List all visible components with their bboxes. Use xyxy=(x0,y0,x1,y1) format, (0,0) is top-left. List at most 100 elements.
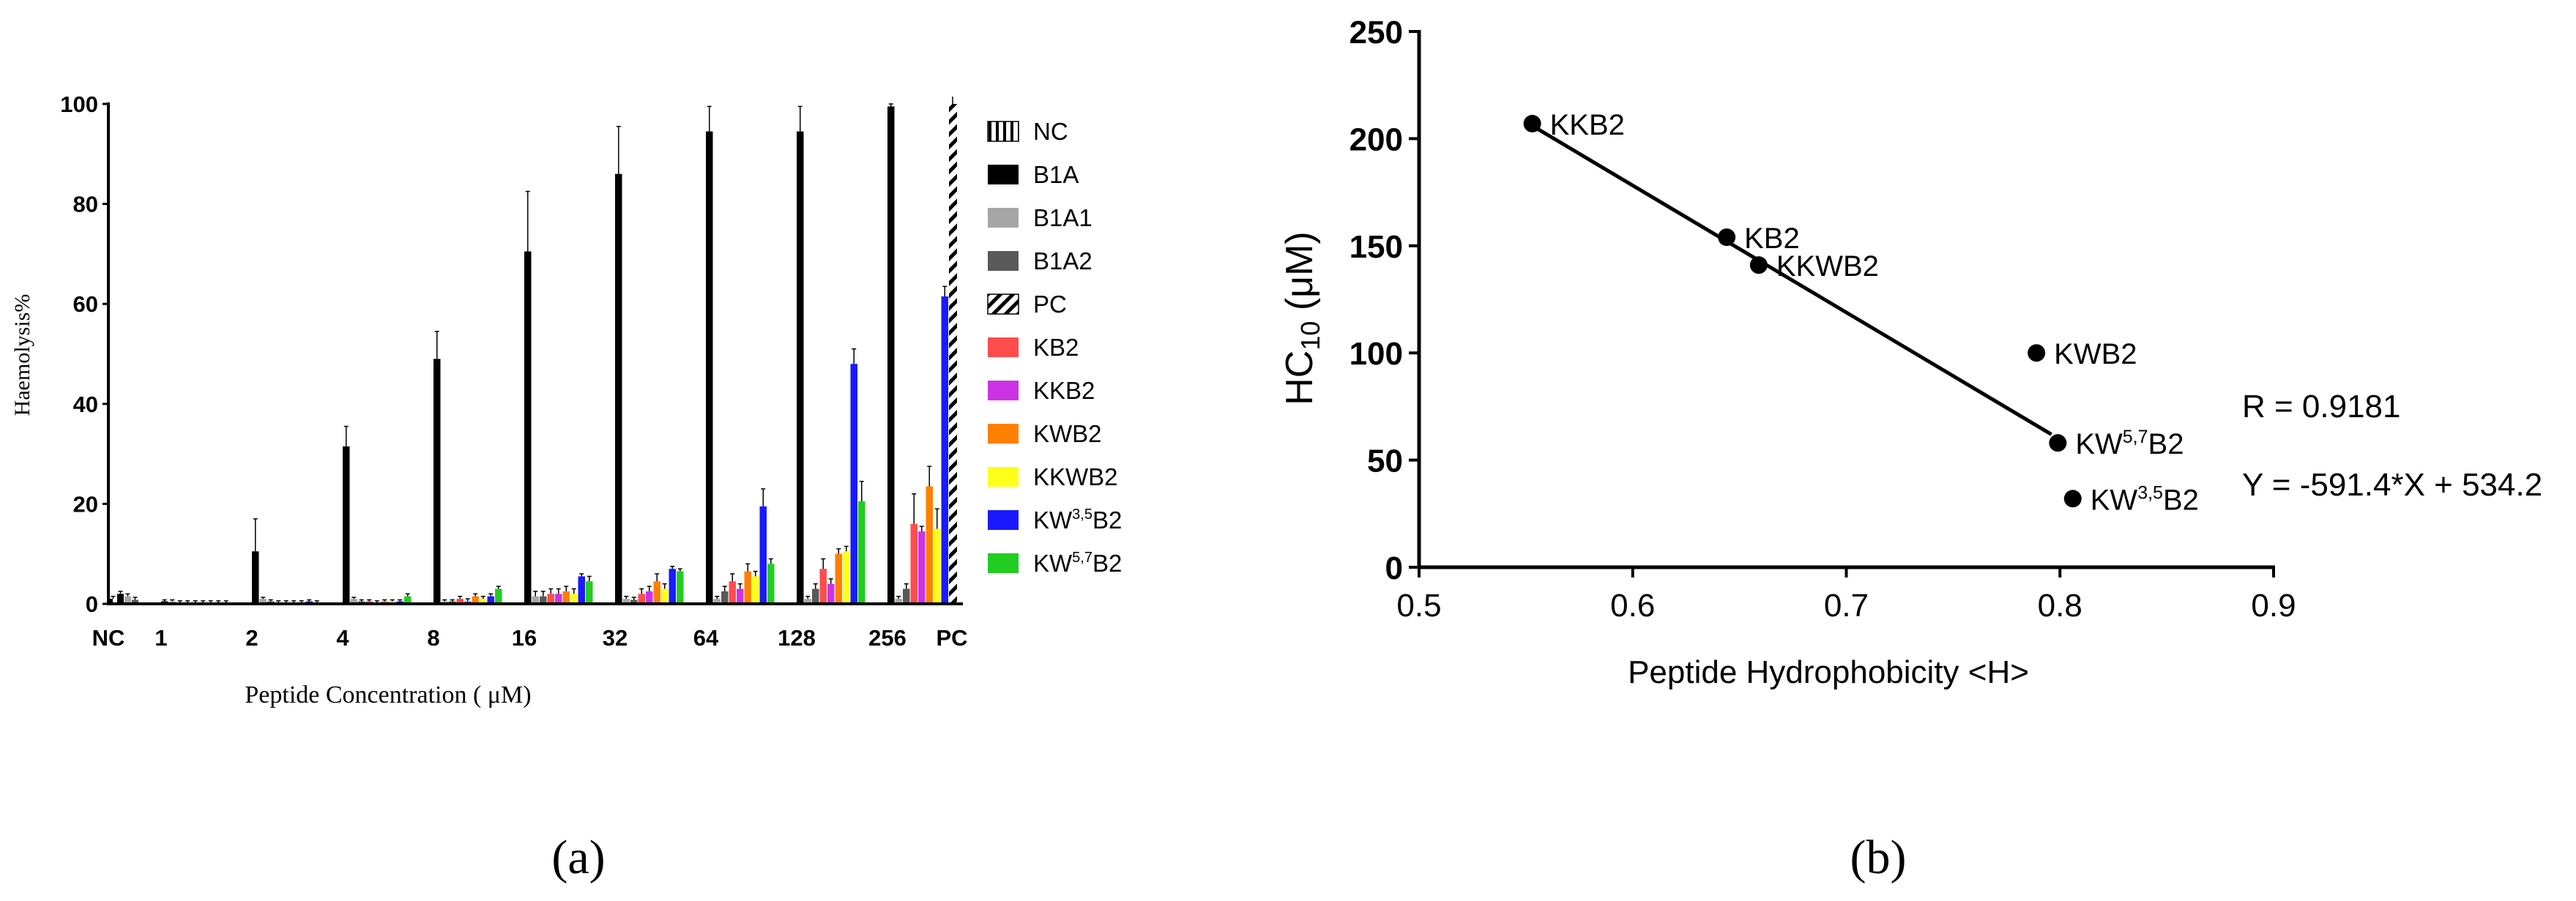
bar-kb2-16 xyxy=(547,594,554,604)
bar-kkb2-16 xyxy=(555,594,562,604)
bar-b1a2-16 xyxy=(540,596,547,604)
legend-label-kw57b2: KW5,7B2 xyxy=(1033,550,1122,577)
bar-b1a1-16 xyxy=(532,596,539,604)
bar-b1a-4 xyxy=(343,446,350,604)
legend-label-kb2: KB2 xyxy=(1033,334,1079,361)
panel-a-y-axis-label: Haemolysis% xyxy=(10,294,34,416)
panel-b-regression xyxy=(1531,124,2052,436)
regression-equation: Y = -591.4*X + 534.2 xyxy=(2242,467,2542,503)
bar-b1a1-128 xyxy=(804,599,811,604)
bar-kb2-128 xyxy=(819,569,827,604)
bar-kkwb2-128 xyxy=(843,551,850,604)
x-tick-label-2: 2 xyxy=(245,625,258,651)
b-y-tick-label-250: 250 xyxy=(1350,15,1403,51)
x-tick-label-4: 4 xyxy=(336,625,349,651)
panel-a-label: (a) xyxy=(551,831,605,884)
panel-b-label: (b) xyxy=(1850,831,1907,884)
bar-kw35-128 xyxy=(850,364,857,604)
legend-label-kwb2: KWB2 xyxy=(1033,420,1102,447)
bar-kw57-4 xyxy=(404,596,412,604)
bar-kwb2-128 xyxy=(835,553,842,604)
b-y-tick-label-150: 150 xyxy=(1350,229,1403,265)
panel-b-x-axis-label: Peptide Hydrophobicity <H> xyxy=(1628,654,2029,690)
legend-swatch-kb2 xyxy=(988,337,1019,357)
bar-b1a2-32 xyxy=(630,599,638,604)
bar-b1a-2 xyxy=(252,551,259,604)
y-tick-label-0: 0 xyxy=(86,591,98,617)
b-x-tick-label-0.9: 0.9 xyxy=(2251,588,2296,624)
bar-kkwb2-8 xyxy=(480,599,487,604)
panel-a-x-ticks: NC 1 2 4 8 16 32 64 128 256 PC xyxy=(92,625,968,651)
bar-nc-0 xyxy=(110,599,116,604)
legend-label-kkb2: KKB2 xyxy=(1033,377,1095,404)
bar-b1a-128 xyxy=(797,131,804,604)
bar-b1a1-4 xyxy=(350,599,357,604)
bar-kw35-64 xyxy=(759,506,767,604)
bar-kkwb2-256 xyxy=(934,528,941,604)
bar-kw57-16 xyxy=(586,581,593,604)
x-tick-label-pc: PC xyxy=(936,625,967,651)
legend-swatch-b1a xyxy=(988,165,1019,184)
point-label-kb2: KB2 xyxy=(1744,223,1800,255)
point-kw35b2 xyxy=(2063,490,2082,508)
x-tick-label-16: 16 xyxy=(512,625,537,651)
bar-kw57-8 xyxy=(495,588,502,604)
point-kkb2 xyxy=(1523,114,1541,132)
y-tick-label-80: 80 xyxy=(73,192,98,217)
bar-b1a2-256 xyxy=(903,588,910,604)
bar-kkb2-128 xyxy=(827,583,835,604)
panel-a-bar-chart: 0 20 40 60 80 100 NC 1 2 4 8 16 32 64 128 256 PC Haemol… xyxy=(10,91,1122,884)
bar-kkwb2-16 xyxy=(570,594,578,604)
point-label-kkb2: KKB2 xyxy=(1550,109,1625,141)
bar-b1a-16 xyxy=(524,251,532,604)
panel-a-legend: NC B1A B1A1 B1A2 PC KB2 KKB2 KWB2 KKWB2 KW3,5B2 KW… xyxy=(987,118,1122,577)
legend-swatch-kw35b2 xyxy=(988,510,1019,530)
bar-kkb2-32 xyxy=(646,591,653,604)
legend-label-pc: PC xyxy=(1033,291,1067,318)
panel-b-y-ticks: 0 50 100 150 200 250 xyxy=(1350,15,1419,586)
b-y-tick-label-100: 100 xyxy=(1350,336,1403,372)
legend-swatch-nc xyxy=(987,121,1019,142)
b-x-tick-label-0.7: 0.7 xyxy=(1824,588,1869,624)
legend-label-kw35b2: KW3,5B2 xyxy=(1033,506,1122,534)
legend-swatch-b1a1 xyxy=(988,208,1019,228)
panel-a-axes xyxy=(107,102,963,605)
panel-b-x-ticks: 0.5 0.6 0.7 0.8 0.9 xyxy=(1396,567,2296,624)
b-y-tick-label-50: 50 xyxy=(1367,444,1403,479)
bar-kkwb2-32 xyxy=(661,588,669,604)
bar-kwb2-16 xyxy=(562,591,570,604)
y-tick-label-100: 100 xyxy=(60,91,98,117)
panel-a-y-ticks: 0 20 40 60 80 100 xyxy=(60,91,108,617)
bar-kb2-8 xyxy=(456,599,464,604)
y-tick-label-60: 60 xyxy=(73,291,98,317)
bar-kw35-256 xyxy=(941,296,948,604)
b-y-tick-label-200: 200 xyxy=(1350,121,1403,157)
bar-kw57-128 xyxy=(858,501,866,604)
bar-kwb2-64 xyxy=(744,571,751,604)
bar-nc-1 xyxy=(117,594,124,604)
panel-a-x-axis-label: Peptide Concentration ( μM) xyxy=(245,681,531,709)
bar-nc-2 xyxy=(124,596,131,604)
bar-b1a-256 xyxy=(887,106,895,605)
b-y-tick-label-0: 0 xyxy=(1385,550,1403,586)
bar-b1a-64 xyxy=(706,131,713,604)
x-tick-label-8: 8 xyxy=(427,625,439,651)
bar-b1a1-64 xyxy=(713,599,721,604)
y-tick-label-20: 20 xyxy=(73,491,98,517)
point-kb2 xyxy=(1718,228,1736,247)
point-label-kwb2: KWB2 xyxy=(2054,338,2137,370)
legend-swatch-pc xyxy=(987,294,1019,315)
point-label-kkwb2: KKWB2 xyxy=(1776,250,1879,283)
bar-kwb2-32 xyxy=(653,581,660,604)
bar-nc-3 xyxy=(132,599,138,604)
x-tick-label-nc: NC xyxy=(92,625,125,651)
x-tick-label-32: 32 xyxy=(603,625,628,651)
bar-kkb2-256 xyxy=(918,531,926,604)
point-kw57b2 xyxy=(2049,434,2067,452)
r-value-annotation: R = 0.9181 xyxy=(2242,389,2401,425)
b-x-tick-label-0.6: 0.6 xyxy=(1610,588,1655,624)
bar-b1a2-64 xyxy=(721,591,729,604)
legend-swatch-kkwb2 xyxy=(988,467,1019,487)
point-kkwb2 xyxy=(1749,256,1768,274)
